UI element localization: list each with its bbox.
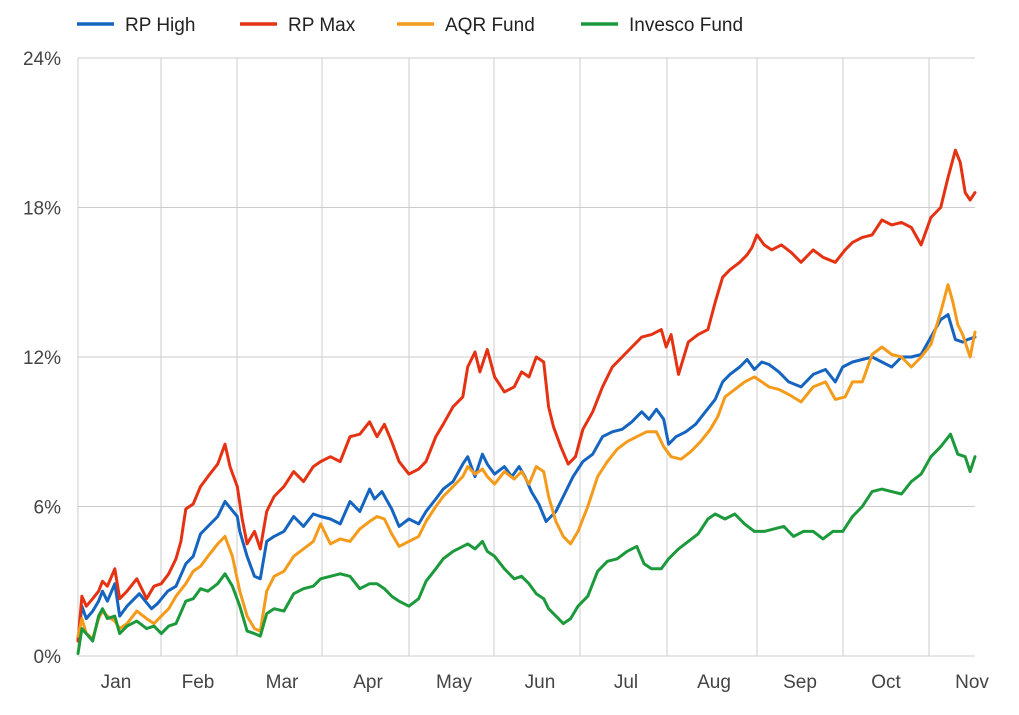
y-tick-label: 18% <box>23 199 61 220</box>
x-tick-label: Sep <box>783 672 817 693</box>
x-tick-label: Aug <box>697 672 731 693</box>
legend-label: Invesco Fund <box>629 15 743 36</box>
y-tick-label: 24% <box>23 49 61 70</box>
x-tick-label: Apr <box>353 672 383 693</box>
y-tick-label: 0% <box>34 647 62 668</box>
x-tick-label: May <box>436 672 472 693</box>
series-line-aqr-fund <box>76 283 977 641</box>
legend-label: RP High <box>125 15 195 36</box>
legend-label: RP Max <box>288 15 356 36</box>
x-tick-label: Mar <box>266 672 299 693</box>
legend-label: AQR Fund <box>445 15 535 36</box>
x-tick-label: Nov <box>955 672 989 693</box>
series-line-invesco-fund <box>76 432 977 655</box>
series-line-rp-max <box>76 148 977 643</box>
x-tick-label: Jan <box>101 672 132 693</box>
series-line-rp-high <box>76 313 977 643</box>
x-tick-label: Feb <box>182 672 215 693</box>
x-tick-label: Jul <box>614 672 638 693</box>
y-tick-label: 6% <box>34 498 62 519</box>
x-tick-label: Jun <box>525 672 556 693</box>
y-tick-label: 12% <box>23 348 61 369</box>
x-tick-label: Oct <box>871 672 901 693</box>
